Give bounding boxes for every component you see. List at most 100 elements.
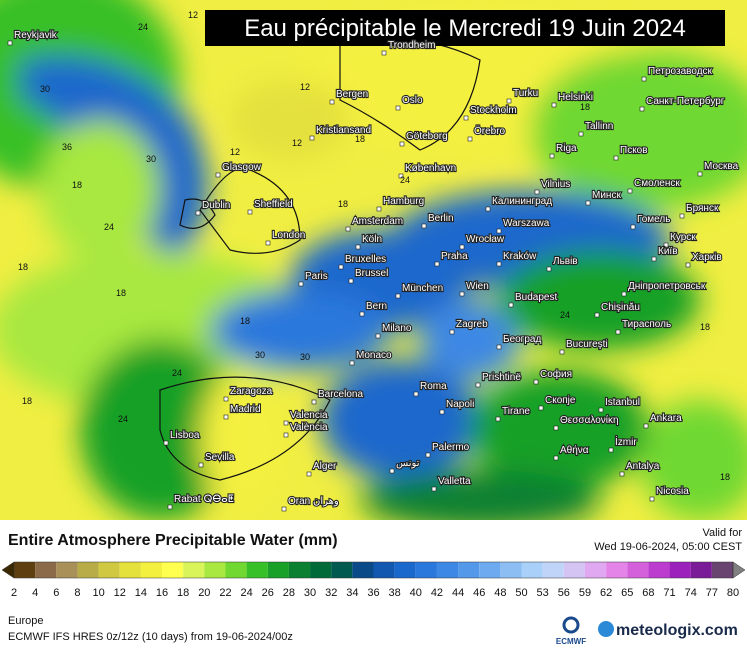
city-label: Гомель <box>637 214 670 225</box>
city-label: Zagreb <box>456 319 488 330</box>
city-marker <box>533 379 539 385</box>
city-marker <box>549 153 555 159</box>
city-marker <box>449 329 455 335</box>
contour-label: 24 <box>172 368 182 378</box>
city-label: Скопје <box>545 395 576 406</box>
city-label: Харків <box>692 252 722 263</box>
city-marker <box>7 40 13 46</box>
contour-label: 12 <box>230 147 240 157</box>
city-marker <box>265 240 271 246</box>
city-marker <box>215 172 221 178</box>
colorbar-label: 71 <box>663 587 675 599</box>
city-marker <box>309 135 315 141</box>
colorbar-label: 30 <box>304 587 316 599</box>
colorbar-label: 20 <box>198 587 210 599</box>
city-label: Oslo <box>402 95 423 106</box>
city-marker <box>627 188 633 194</box>
ecmwf-icon <box>562 616 580 634</box>
colorbar-swatch <box>584 562 607 578</box>
city-label: Valletta <box>438 476 471 487</box>
city-label: Köln <box>362 234 382 245</box>
city-label: Roma <box>420 381 447 392</box>
city-label: Львів <box>553 256 578 267</box>
contour-label: 24 <box>138 22 148 32</box>
colorbar-label: 32 <box>325 587 337 599</box>
coastline <box>159 36 481 481</box>
legend-title: Entire Atmosphere Precipitable Water (mm… <box>8 532 338 549</box>
contour-label: 30 <box>146 154 156 164</box>
city-label: Vilnius <box>541 179 570 190</box>
city-marker <box>375 333 381 339</box>
colorbar-label: 56 <box>558 587 570 599</box>
city-label: Hamburg <box>383 196 424 207</box>
colorbar-label: 48 <box>494 587 506 599</box>
city-label: Glasgow <box>222 162 262 173</box>
city-label: Chişinău <box>601 302 640 313</box>
city-marker <box>553 455 559 461</box>
city-label: Riga <box>556 143 577 154</box>
city-label: Berlin <box>428 213 454 224</box>
city-label: Trondheim <box>388 40 435 51</box>
city-marker <box>355 244 361 250</box>
city-label: Sevilla <box>205 452 235 463</box>
colorbar-swatch <box>162 562 184 578</box>
city-marker <box>585 200 591 206</box>
contour-label: 12 <box>300 82 310 92</box>
colorbar-label: 4 <box>32 587 38 599</box>
contour-label: 12 <box>292 138 302 148</box>
contour-label: 30 <box>300 352 310 362</box>
contour-label: 24 <box>118 414 128 424</box>
city-marker <box>546 266 552 272</box>
colorbar-label: 12 <box>114 587 126 599</box>
colorbar-label: 65 <box>621 587 633 599</box>
colorbar-label: 53 <box>537 587 549 599</box>
colorbar-label: 22 <box>219 587 231 599</box>
city-label: София <box>540 368 572 380</box>
city-label: Antalya <box>626 461 660 472</box>
city-marker <box>685 262 691 268</box>
city-marker <box>615 329 621 335</box>
colorbar-label: 77 <box>706 587 718 599</box>
city-label: Turku <box>513 88 538 99</box>
colorbar-label: 44 <box>452 587 464 599</box>
city-marker <box>298 281 304 287</box>
city-label: Oran وهران <box>288 496 339 507</box>
city-marker <box>619 471 625 477</box>
city-marker <box>459 244 465 250</box>
city-label: Калининград <box>492 196 552 207</box>
colorbar-swatch <box>352 562 374 578</box>
colorbar-swatch <box>56 562 78 578</box>
city-marker <box>329 99 335 105</box>
colorbar-label: 50 <box>515 587 527 599</box>
colorbar-swatch <box>98 562 120 578</box>
city-label: Брянск <box>686 203 719 214</box>
colorbar-swatch <box>500 562 522 578</box>
contour-label: 24 <box>560 310 570 320</box>
city-label: Alger <box>313 461 337 472</box>
city-label: Milano <box>382 323 412 334</box>
colorbar-label: 62 <box>600 587 612 599</box>
city-label: Tallinn <box>585 121 613 132</box>
contour-label: 18 <box>338 199 348 209</box>
city-label: Минск <box>592 190 621 201</box>
city-marker <box>553 425 559 431</box>
colorbar-swatch <box>267 562 289 578</box>
model-info: ECMWF IFS HRES 0z/12z (10 days) from 19-… <box>8 631 293 643</box>
city-marker <box>376 206 382 212</box>
city-marker <box>608 447 614 453</box>
city-marker <box>247 209 253 215</box>
colorbar-swatch <box>204 562 226 578</box>
contour-label: 18 <box>355 134 365 144</box>
contour-label: 18 <box>22 396 32 406</box>
city-marker <box>167 504 173 510</box>
city-label: Valencia <box>290 410 328 421</box>
contour-label: 30 <box>40 84 50 94</box>
city-marker <box>697 171 703 177</box>
city-marker <box>496 228 502 234</box>
colorbar-swatch <box>14 562 36 578</box>
city-label: Napoli <box>446 399 474 410</box>
colorbar-label: 36 <box>367 587 379 599</box>
colorbar-swatch <box>563 562 585 578</box>
city-label: Bergen <box>336 89 368 100</box>
city-label: Warszawa <box>503 218 550 229</box>
